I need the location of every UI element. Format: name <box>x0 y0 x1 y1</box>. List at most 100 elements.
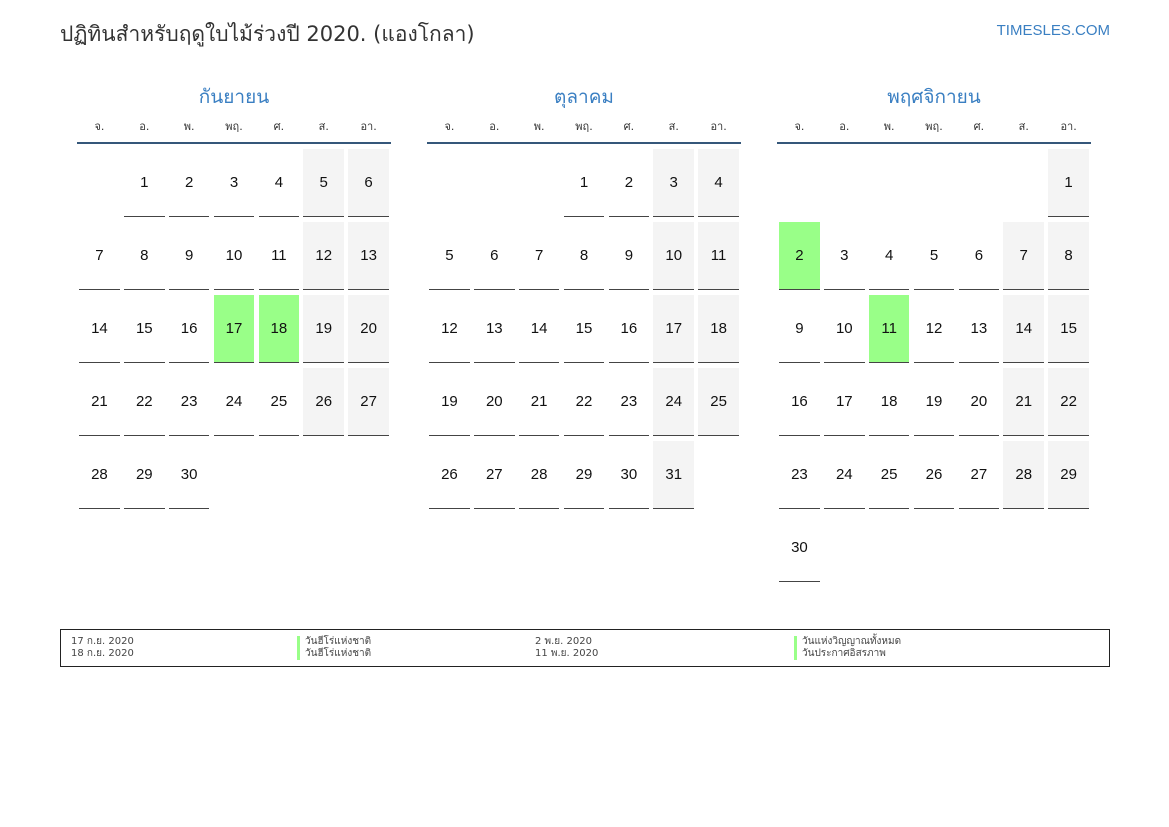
day-cell[interactable]: 26 <box>303 368 345 436</box>
empty-cell <box>824 149 865 217</box>
day-cell[interactable]: 1 <box>124 149 165 217</box>
day-cell[interactable]: 8 <box>1048 222 1089 290</box>
day-cell[interactable]: 25 <box>258 368 300 436</box>
day-cell[interactable]: 13 <box>348 222 389 290</box>
day-cell[interactable]: 7 <box>1003 222 1045 290</box>
day-cell[interactable]: 30 <box>779 514 820 582</box>
weekday-label: ศ. <box>623 120 635 133</box>
week-row: 19 20 21 22 23 24 25 <box>427 363 741 436</box>
day-cell[interactable]: 14 <box>79 295 120 363</box>
day-cell[interactable]: 3 <box>213 149 255 217</box>
day-cell[interactable]: 1 <box>1048 149 1089 217</box>
day-cell[interactable]: 16 <box>608 295 650 363</box>
day-cell[interactable]: 20 <box>474 368 515 436</box>
day-cell[interactable]: 18 <box>258 295 300 363</box>
day-cell[interactable]: 15 <box>563 295 605 363</box>
day-cell[interactable]: 22 <box>1048 368 1089 436</box>
day-cell[interactable]: 15 <box>1048 295 1089 363</box>
day-cell[interactable]: 11 <box>258 222 300 290</box>
day-cell[interactable]: 5 <box>303 149 345 217</box>
day-cell[interactable]: 6 <box>474 222 515 290</box>
day-cell[interactable]: 6 <box>958 222 1000 290</box>
day-cell[interactable]: 19 <box>429 368 470 436</box>
day-cell[interactable]: 17 <box>653 295 695 363</box>
day-cell[interactable]: 25 <box>868 441 910 509</box>
day-cell[interactable]: 3 <box>824 222 865 290</box>
day-cell[interactable]: 1 <box>563 149 605 217</box>
weekday-label: พฤ. <box>575 120 593 133</box>
day-cell[interactable]: 27 <box>348 368 389 436</box>
day-cell[interactable]: 5 <box>913 222 955 290</box>
day-cell[interactable]: 31 <box>653 441 695 509</box>
site-link[interactable]: TIMESLES.COM <box>996 22 1110 39</box>
day-cell[interactable]: 26 <box>429 441 470 509</box>
day-cell[interactable]: 8 <box>563 222 605 290</box>
day-cell[interactable]: 20 <box>958 368 1000 436</box>
day-cell[interactable]: 23 <box>608 368 650 436</box>
day-cell[interactable]: 29 <box>563 441 605 509</box>
day-cell[interactable]: 17 <box>213 295 255 363</box>
day-cell[interactable]: 20 <box>348 295 389 363</box>
weekday-label: ส. <box>318 120 329 133</box>
day-cell[interactable]: 27 <box>474 441 515 509</box>
day-cell[interactable]: 11 <box>868 295 910 363</box>
day-cell[interactable]: 13 <box>474 295 515 363</box>
day-cell[interactable]: 9 <box>779 295 820 363</box>
day-cell[interactable]: 7 <box>79 222 120 290</box>
day-cell[interactable]: 22 <box>124 368 165 436</box>
day-cell[interactable]: 12 <box>913 295 955 363</box>
day-cell[interactable]: 16 <box>168 295 210 363</box>
day-cell[interactable]: 10 <box>653 222 695 290</box>
day-cell[interactable]: 9 <box>608 222 650 290</box>
day-cell[interactable]: 18 <box>698 295 739 363</box>
day-cell[interactable]: 10 <box>213 222 255 290</box>
day-cell[interactable]: 7 <box>518 222 560 290</box>
day-cell[interactable]: 21 <box>1003 368 1045 436</box>
day-cell[interactable]: 21 <box>79 368 120 436</box>
day-cell[interactable]: 14 <box>518 295 560 363</box>
day-cell[interactable]: 12 <box>429 295 470 363</box>
day-cell[interactable]: 30 <box>608 441 650 509</box>
day-cell[interactable]: 29 <box>1048 441 1089 509</box>
day-cell[interactable]: 16 <box>779 368 820 436</box>
day-cell[interactable]: 26 <box>913 441 955 509</box>
day-cell[interactable]: 28 <box>79 441 120 509</box>
day-cell[interactable]: 21 <box>518 368 560 436</box>
day-cell[interactable]: 2 <box>608 149 650 217</box>
day-cell[interactable]: 15 <box>124 295 165 363</box>
day-cell[interactable]: 27 <box>958 441 1000 509</box>
day-cell[interactable]: 17 <box>824 368 865 436</box>
day-cell[interactable]: 2 <box>168 149 210 217</box>
day-cell[interactable]: 4 <box>868 222 910 290</box>
week-row: 12 13 14 15 16 17 18 <box>427 290 741 363</box>
day-cell[interactable]: 9 <box>168 222 210 290</box>
day-cell[interactable]: 5 <box>429 222 470 290</box>
day-cell[interactable]: 24 <box>653 368 695 436</box>
empty-cell <box>519 149 560 217</box>
day-cell[interactable]: 8 <box>124 222 165 290</box>
day-cell[interactable]: 28 <box>518 441 560 509</box>
day-cell[interactable]: 19 <box>913 368 955 436</box>
day-cell[interactable]: 13 <box>958 295 1000 363</box>
day-cell[interactable]: 3 <box>653 149 695 217</box>
day-cell[interactable]: 28 <box>1003 441 1045 509</box>
day-cell[interactable]: 18 <box>868 368 910 436</box>
day-cell[interactable]: 24 <box>824 441 865 509</box>
legend-holiday: วันแห่งวิญญาณทั้งหมด <box>794 636 901 648</box>
day-cell[interactable]: 4 <box>698 149 739 217</box>
day-cell[interactable]: 24 <box>213 368 255 436</box>
day-cell[interactable]: 4 <box>258 149 300 217</box>
day-cell[interactable]: 12 <box>303 222 345 290</box>
day-cell[interactable]: 14 <box>1003 295 1045 363</box>
day-cell[interactable]: 2 <box>779 222 820 290</box>
day-cell[interactable]: 23 <box>779 441 820 509</box>
day-cell[interactable]: 30 <box>168 441 210 509</box>
day-cell[interactable]: 19 <box>303 295 345 363</box>
day-cell[interactable]: 23 <box>168 368 210 436</box>
day-cell[interactable]: 25 <box>698 368 739 436</box>
day-cell[interactable]: 6 <box>348 149 389 217</box>
day-cell[interactable]: 29 <box>124 441 165 509</box>
day-cell[interactable]: 22 <box>563 368 605 436</box>
day-cell[interactable]: 10 <box>824 295 865 363</box>
day-cell[interactable]: 11 <box>698 222 739 290</box>
